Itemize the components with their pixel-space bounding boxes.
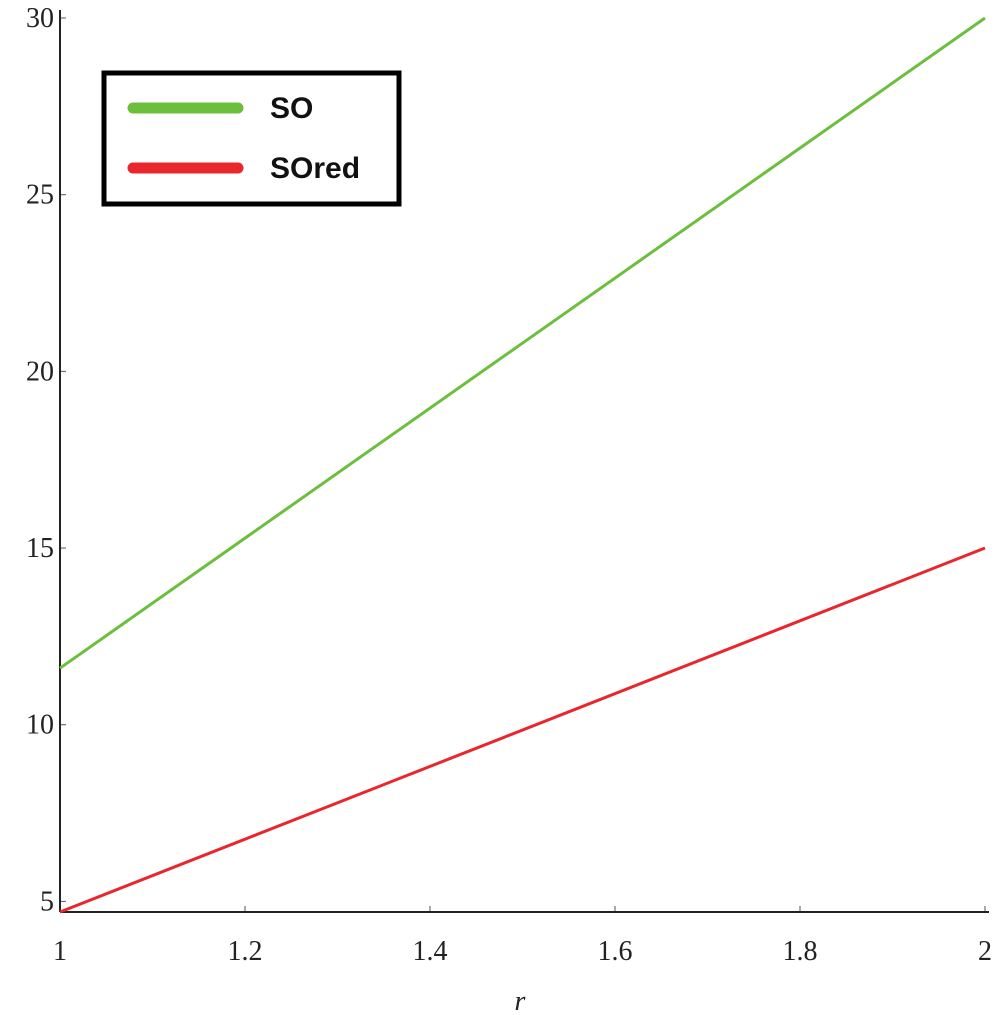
series-line — [59, 546, 986, 914]
x-tick-label: 1.2 — [228, 936, 263, 967]
x-tick-label: 1.8 — [783, 936, 818, 967]
series-line — [59, 16, 986, 670]
y-tick-label: 30 — [26, 3, 54, 34]
x-tick-label: 2 — [978, 936, 992, 967]
legend-label: SOred — [270, 152, 360, 185]
y-tick-label: 25 — [26, 180, 54, 211]
y-tick-label: 15 — [26, 533, 54, 564]
x-tick-label: 1.6 — [598, 936, 633, 967]
y-tick-label: 10 — [26, 710, 54, 741]
legend-label: SO — [270, 92, 313, 125]
legend: SO SOred — [101, 70, 402, 207]
legend-box — [101, 70, 402, 207]
y-tick-label: 20 — [26, 356, 54, 387]
x-axis-label: r — [515, 986, 526, 1015]
x-tick-label: 1.4 — [413, 936, 448, 967]
x-tick-label: 1 — [53, 936, 67, 967]
y-tick-label: 5 — [40, 886, 54, 917]
